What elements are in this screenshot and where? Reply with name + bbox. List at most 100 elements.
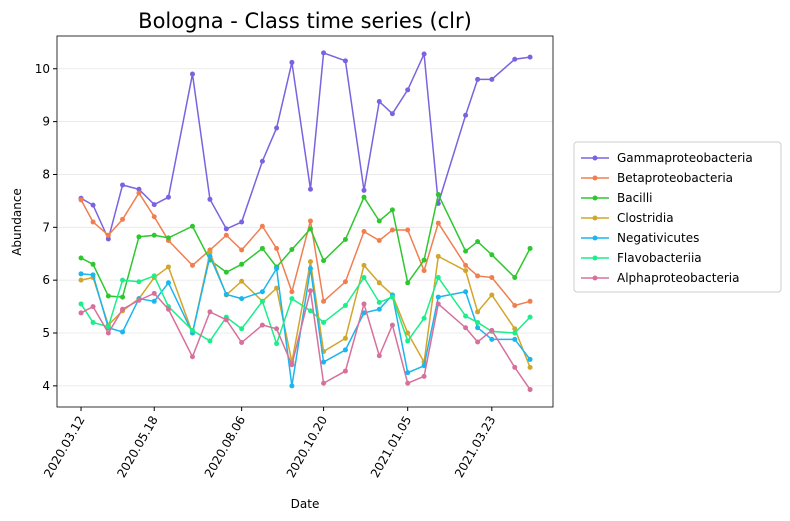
data-point [189,262,195,268]
data-point [307,186,313,192]
legend-marker [592,155,598,161]
data-point [78,310,84,316]
data-point [239,247,245,253]
data-point [527,245,533,251]
data-point [151,298,157,304]
series-line [80,253,531,386]
data-point [120,306,126,312]
y-tick-label: 6 [42,273,50,287]
data-point [376,238,382,244]
data-point [527,387,533,393]
data-point [527,54,533,60]
data-point [527,356,533,362]
data-point [274,341,280,347]
data-point [435,301,441,307]
y-tick-label: 10 [35,62,50,76]
data-point [189,327,195,333]
data-point [489,292,495,298]
data-point [342,236,348,242]
data-point [321,298,327,304]
data-point [239,296,245,302]
data-point [120,329,126,335]
data-point [136,234,142,240]
data-point [489,327,495,333]
data-point [489,252,495,258]
data-point [435,253,441,259]
data-point [289,289,295,295]
data-point [120,277,126,283]
data-point [405,380,411,386]
data-point [105,293,111,299]
data-point [389,207,395,213]
data-point [342,335,348,341]
y-tick-label: 5 [42,326,50,340]
x-tick-label: 2021.01.05 [368,414,414,481]
data-point [405,280,411,286]
data-point [361,310,367,316]
data-point [435,192,441,198]
data-point [223,291,229,297]
series-line [80,192,531,298]
data-point [105,232,111,238]
data-point [342,368,348,374]
data-point [307,226,313,232]
data-point [165,235,171,241]
data-point [165,194,171,200]
legend-label: Alphaproteobacteria [617,271,739,285]
data-point [463,262,469,268]
data-point [475,76,481,82]
data-point [289,59,295,65]
data-point [463,289,469,295]
data-point [475,339,481,345]
data-point [512,330,518,336]
data-point [165,280,171,286]
data-point [389,227,395,233]
legend-label: Clostridia [617,211,674,225]
data-point [463,112,469,118]
data-point [342,58,348,64]
data-point [90,261,96,267]
y-tick-label: 7 [42,220,50,234]
legend-label: Negativicutes [617,231,699,245]
data-point [105,236,111,242]
data-point [223,317,229,323]
data-point [90,319,96,325]
data-point [435,294,441,300]
data-point [307,308,313,314]
data-point [289,296,295,302]
chart-title: Bologna - Class time series (clr) [138,9,472,33]
data-point [120,216,126,222]
data-point [512,364,518,370]
y-tick-label: 4 [42,379,50,393]
data-point [421,315,427,321]
series-line [80,51,531,242]
data-point [475,319,481,325]
data-point [165,306,171,312]
data-point [136,279,142,285]
data-point [527,314,533,320]
data-point [435,220,441,226]
data-point [223,226,229,232]
data-point [274,245,280,251]
series-line [80,290,531,390]
x-axis-label: Date [291,497,320,511]
data-point [307,288,313,294]
data-point [321,258,327,264]
data-point [274,326,280,332]
data-point [512,56,518,62]
plot-frame [56,35,554,408]
legend-label: Gammaproteobacteria [617,151,753,165]
data-point [361,275,367,281]
data-point [435,275,441,281]
data-point [361,262,367,268]
legend-label: Betaproteobacteria [617,171,733,185]
data-point [361,229,367,235]
data-point [475,325,481,331]
data-point [274,125,280,131]
x-tick-label: 2020.05.18 [114,414,160,481]
data-point [189,354,195,360]
data-point [463,268,469,274]
data-point [289,383,295,389]
data-point [512,275,518,281]
